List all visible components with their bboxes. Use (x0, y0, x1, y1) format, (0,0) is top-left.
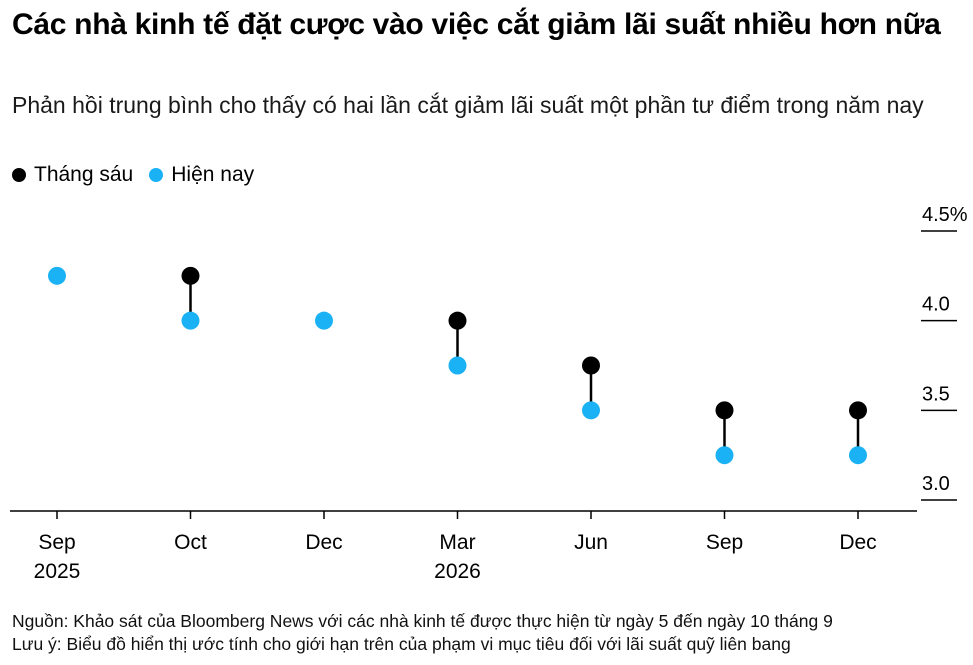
source-note: Nguồn: Khảo sát của Bloomberg News với c… (12, 611, 833, 631)
x-tick-label: Dec (839, 531, 876, 554)
data-point-june (181, 266, 200, 285)
y-tick-label: 4.5% (922, 204, 968, 226)
legend: Tháng sáu Hiện nay (12, 161, 270, 189)
chart-note: Lưu ý: Biểu đồ hiển thị ước tính cho giớ… (12, 634, 791, 654)
y-tick-label: 3.0 (922, 473, 950, 495)
x-tick-label: Dec (305, 531, 342, 554)
chart-subtitle: Phản hồi trung bình cho thấy có hai lần … (12, 92, 924, 118)
x-tick-label: Oct (174, 531, 207, 554)
x-tick-label: Mar (439, 531, 475, 554)
data-point-now (48, 266, 66, 285)
x-tick-label: Sep (38, 531, 75, 554)
legend-label-june: Tháng sáu (34, 163, 134, 186)
legend-item-june: Tháng sáu (12, 163, 133, 187)
data-point-now (849, 446, 867, 465)
legend-item-now: Hiện nay (149, 163, 254, 187)
x-tick-label: 2026 (434, 560, 481, 583)
chart-title: Các nhà kinh tế đặt cược vào việc cắt gi… (12, 8, 941, 41)
x-tick-label: Jun (574, 531, 608, 554)
legend-swatch-now (149, 168, 164, 182)
x-tick-label: Sep (706, 531, 743, 554)
data-point-now (315, 311, 333, 330)
data-point-june (715, 401, 734, 420)
data-point-now (582, 401, 600, 420)
data-point-june (448, 311, 467, 330)
x-tick-label: 2025 (34, 560, 81, 583)
data-point-june (582, 356, 600, 375)
data-point-now (715, 446, 734, 465)
data-point-now (448, 356, 467, 375)
data-point-june (849, 401, 867, 420)
footer: Nguồn: Khảo sát của Bloomberg News với c… (12, 610, 972, 656)
data-point-now (181, 311, 200, 330)
legend-swatch-june (12, 168, 26, 182)
y-tick-label: 3.5 (922, 383, 950, 405)
legend-label-now: Hiện nay (171, 163, 255, 186)
dot-plot-chart: 4.5% 4.0 3.5 3.0 Sep 2025 Oct Dec Mar 2026 Jun Sep D… (10, 204, 968, 583)
y-tick-label: 4.0 (922, 294, 950, 316)
